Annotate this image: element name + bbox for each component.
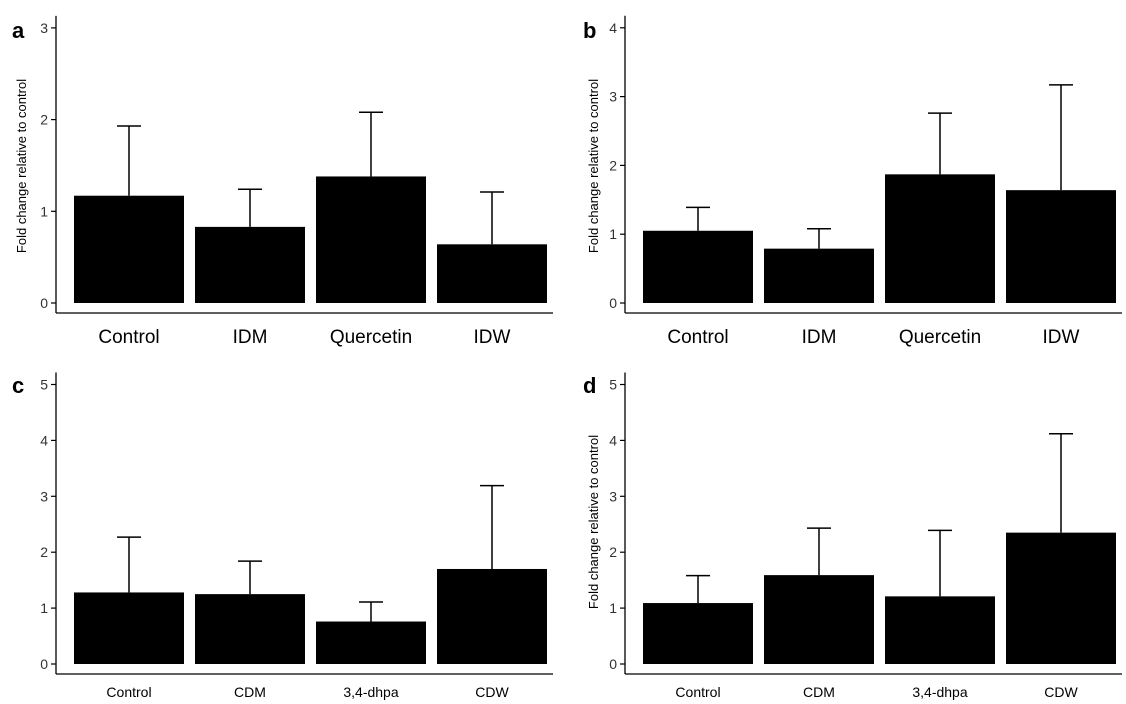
bar bbox=[195, 594, 305, 664]
panel-a: a Fold change relative to control 0 1 2 3 Cont… bbox=[12, 15, 553, 348]
panel-c: c 0 1 2 3 4 5 Control CDM 3,4-dhpa CDW bbox=[12, 372, 553, 700]
y-axis-label: Fold change relative to control bbox=[586, 435, 601, 609]
y-tick-label: 2 bbox=[609, 157, 617, 173]
y-tick-label: 0 bbox=[40, 656, 48, 672]
y-tick-label: 1 bbox=[609, 226, 617, 242]
y-tick-label: 1 bbox=[609, 600, 617, 616]
y-tick-label: 4 bbox=[40, 432, 48, 448]
bar bbox=[1006, 532, 1116, 664]
panel-letter: b bbox=[583, 18, 596, 43]
bar bbox=[643, 603, 753, 664]
y-tick-label: 1 bbox=[40, 203, 48, 219]
y-tick-label: 3 bbox=[609, 89, 617, 105]
bar bbox=[885, 174, 995, 303]
panel-b: b Fold change relative to control 0 1 2 3 4 Con… bbox=[583, 15, 1122, 348]
x-tick-label: CDW bbox=[1044, 684, 1078, 700]
x-tick-label: CDM bbox=[234, 684, 266, 700]
bar bbox=[437, 244, 547, 303]
y-tick-label: 1 bbox=[40, 600, 48, 616]
bar bbox=[74, 195, 184, 303]
panel-letter: a bbox=[12, 18, 25, 43]
y-axis-label: Fold change relative to control bbox=[586, 79, 601, 253]
y-tick-label: 2 bbox=[40, 112, 48, 128]
y-tick-label: 3 bbox=[40, 488, 48, 504]
y-tick-label: 5 bbox=[40, 377, 48, 393]
x-tick-label: Control bbox=[675, 684, 720, 700]
bar bbox=[885, 596, 995, 664]
x-tick-label: Control bbox=[98, 327, 159, 348]
x-tick-label: 3,4-dhpa bbox=[343, 684, 398, 700]
x-tick-label: IDW bbox=[474, 327, 511, 348]
x-tick-label: Control bbox=[106, 684, 151, 700]
x-tick-label: 3,4-dhpa bbox=[912, 684, 967, 700]
y-axis-label: Fold change relative to control bbox=[14, 79, 29, 253]
y-tick-label: 0 bbox=[609, 295, 617, 311]
x-tick-label: CDM bbox=[803, 684, 835, 700]
y-tick-label: 2 bbox=[609, 544, 617, 560]
y-tick-label: 3 bbox=[40, 20, 48, 36]
bar bbox=[1006, 190, 1116, 303]
bar bbox=[643, 230, 753, 303]
bar bbox=[316, 176, 426, 303]
y-tick-label: 0 bbox=[40, 295, 48, 311]
bar bbox=[764, 248, 874, 303]
y-tick-label: 5 bbox=[609, 377, 617, 393]
y-tick-label: 4 bbox=[609, 20, 617, 36]
bar bbox=[74, 592, 184, 664]
panel-letter: c bbox=[12, 373, 24, 398]
x-tick-label: Control bbox=[667, 327, 728, 348]
bar bbox=[764, 575, 874, 664]
x-tick-label: IDM bbox=[802, 327, 837, 348]
y-tick-label: 2 bbox=[40, 544, 48, 560]
x-tick-label: Quercetin bbox=[330, 327, 412, 348]
x-tick-label: IDW bbox=[1043, 327, 1080, 348]
y-tick-label: 4 bbox=[609, 432, 617, 448]
x-tick-label: Quercetin bbox=[899, 327, 981, 348]
y-tick-label: 0 bbox=[609, 656, 617, 672]
x-tick-label: IDM bbox=[233, 327, 268, 348]
bar bbox=[437, 568, 547, 664]
x-tick-label: CDW bbox=[475, 684, 509, 700]
y-tick-label: 3 bbox=[609, 488, 617, 504]
panel-d: d Fold change relative to control 0 1 2 3 4 5 Co… bbox=[583, 372, 1122, 700]
bar bbox=[316, 621, 426, 664]
panel-letter: d bbox=[583, 373, 596, 398]
bar bbox=[195, 226, 305, 303]
